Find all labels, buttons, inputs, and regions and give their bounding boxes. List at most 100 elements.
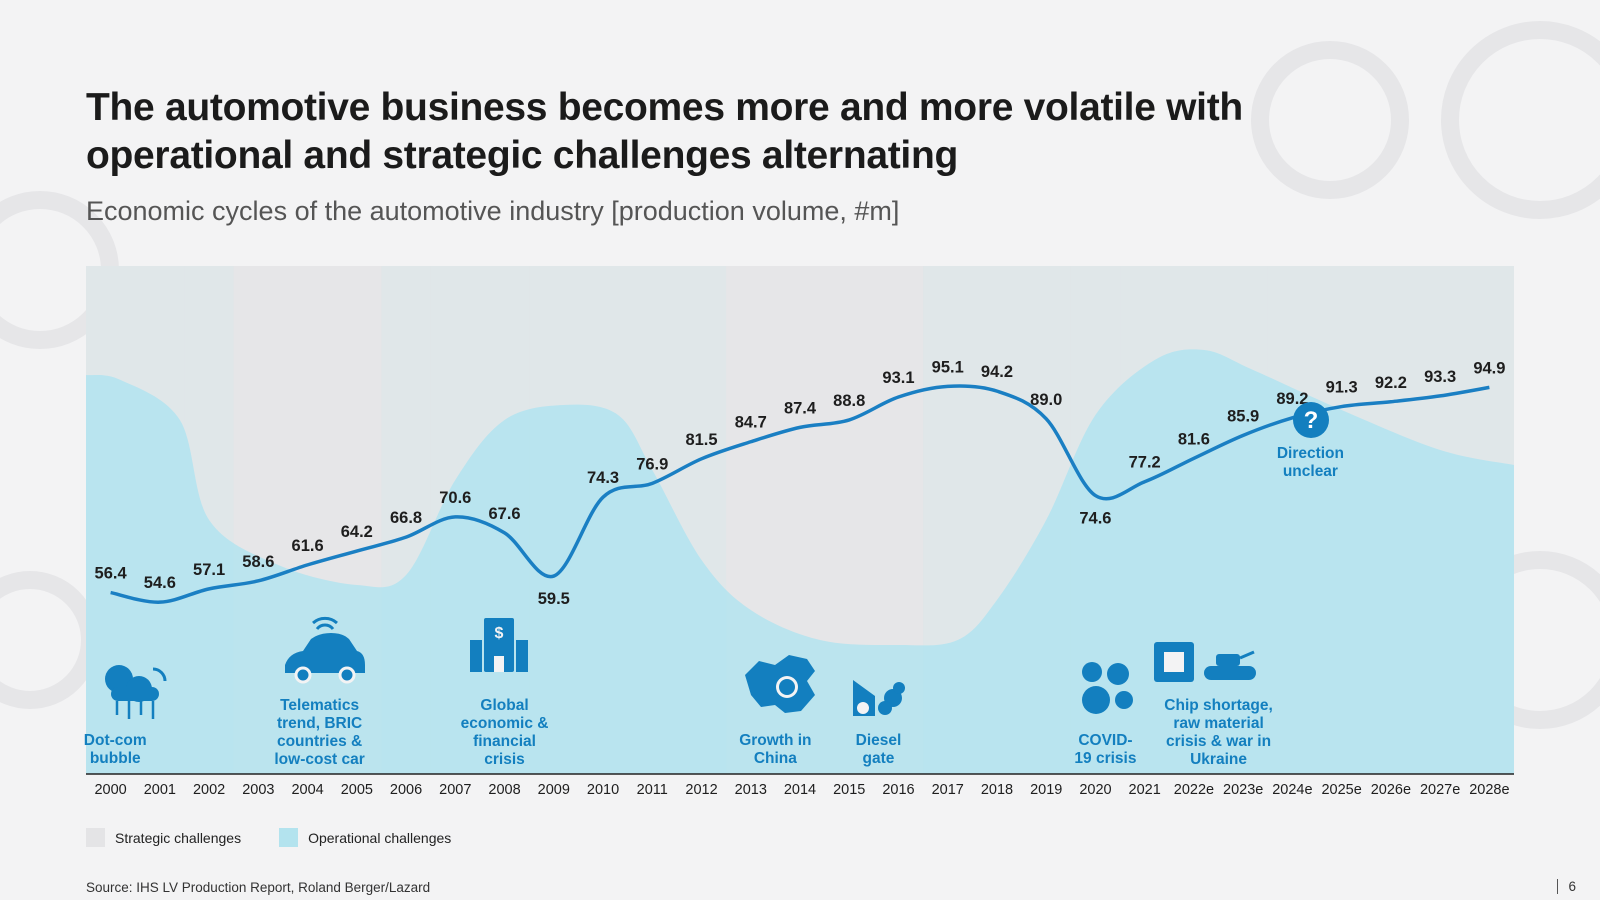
legend-item-operational: Operational challenges — [279, 828, 451, 847]
x-tick-label: 2011 — [637, 782, 668, 798]
legend-swatch-strategic — [86, 828, 105, 847]
x-tick-label: 2003 — [242, 782, 274, 798]
data-label: 58.6 — [242, 553, 274, 571]
x-tick-label: 2008 — [488, 782, 520, 798]
event-label-diesel: Diesel — [856, 732, 902, 749]
x-tick-label: 2028e — [1469, 782, 1509, 798]
virus-icon — [1082, 662, 1133, 714]
x-tick-label: 2018 — [981, 782, 1013, 798]
x-tick-label: 2015 — [833, 782, 865, 798]
data-label: 89.2 — [1276, 390, 1308, 408]
x-tick-label: 2025e — [1321, 782, 1361, 798]
data-label: 84.7 — [735, 414, 767, 432]
source-note: Source: IHS LV Production Report, Roland… — [86, 880, 431, 895]
x-tick-label: 2014 — [784, 782, 816, 798]
event-label-covid: 19 crisis — [1074, 750, 1136, 767]
data-label: 95.1 — [932, 358, 964, 376]
event-label-telematics: trend, BRIC — [277, 715, 362, 732]
data-label: 94.9 — [1473, 359, 1505, 377]
data-label: 57.1 — [193, 561, 225, 579]
data-label: 70.6 — [439, 489, 471, 507]
event-label-global: crisis — [484, 751, 525, 768]
legend-label-operational: Operational challenges — [308, 829, 452, 846]
question-icon: ? — [1293, 402, 1329, 438]
data-label: 91.3 — [1326, 379, 1358, 397]
x-tick-label: 2010 — [587, 782, 619, 798]
event-label-diesel: gate — [863, 750, 895, 767]
data-label: 81.5 — [685, 431, 717, 449]
chip-tank-icon — [1154, 642, 1256, 682]
event-label-chip: raw material — [1173, 715, 1263, 732]
x-tick-label: 2026e — [1371, 782, 1411, 798]
event-label-telematics: countries & — [277, 733, 362, 750]
data-label: 77.2 — [1129, 454, 1161, 472]
x-tick-label: 2006 — [390, 782, 422, 798]
legend-item-strategic: Strategic challenges — [86, 828, 241, 847]
x-tick-label: 2021 — [1129, 782, 1161, 798]
x-tick-label: 2012 — [685, 782, 717, 798]
x-tick-label: 2009 — [538, 782, 570, 798]
event-label-unclear: Direction — [1277, 445, 1344, 462]
event-label-covid: COVID- — [1078, 732, 1132, 749]
event-label-global: economic & — [461, 715, 549, 732]
x-tick-label: 2022e — [1174, 782, 1214, 798]
event-label-chip: Ukraine — [1190, 751, 1247, 768]
production-volume-line — [110, 384, 1490, 604]
data-label: 74.3 — [587, 469, 619, 487]
data-label: 74.6 — [1079, 510, 1111, 528]
svg-text:$: $ — [495, 625, 504, 642]
data-label: 64.2 — [341, 523, 373, 541]
china-map-icon — [745, 655, 815, 713]
event-label-china: China — [754, 750, 797, 767]
x-tick-label: 2027e — [1420, 782, 1460, 798]
x-tick-label: 2005 — [341, 782, 373, 798]
x-tick-label: 2023e — [1223, 782, 1263, 798]
data-label: 88.8 — [833, 392, 865, 410]
data-label: 61.6 — [292, 537, 324, 555]
x-tick-label: 2020 — [1079, 782, 1111, 798]
event-label-dotcom: bubble — [90, 750, 141, 767]
event-label-unclear: unclear — [1283, 463, 1338, 480]
event-label-dotcom: Dot-com — [84, 732, 147, 749]
x-tick-label: 2024e — [1272, 782, 1312, 798]
x-tick-label: 2017 — [932, 782, 964, 798]
page-number: 6 — [1557, 879, 1576, 894]
x-tick-label: 2001 — [144, 782, 176, 798]
x-tick-label: 2019 — [1030, 782, 1062, 798]
event-label-china: Growth in — [739, 732, 811, 749]
data-label: 93.1 — [882, 369, 914, 387]
data-label: 89.0 — [1030, 391, 1062, 409]
chart-subtitle: Economic cycles of the automotive indust… — [86, 196, 900, 226]
event-label-global: Global — [480, 697, 528, 714]
data-label: 85.9 — [1227, 407, 1259, 425]
data-label: 56.4 — [95, 565, 128, 583]
event-label-global: financial — [473, 733, 536, 750]
legend: Strategic challenges Operational challen… — [86, 828, 451, 847]
connected-car-icon — [285, 616, 365, 684]
x-tick-label: 2002 — [193, 782, 225, 798]
event-label-chip: Chip shortage, — [1164, 697, 1273, 714]
x-tick-label: 2000 — [94, 782, 126, 798]
data-label: 66.8 — [390, 509, 422, 527]
data-label: 93.3 — [1424, 368, 1456, 386]
event-label-telematics: low-cost car — [274, 751, 364, 768]
data-label: 87.4 — [784, 399, 817, 417]
legend-swatch-operational — [279, 828, 299, 847]
production-volume-chart: 56.4 54.6 57.1 58.6 61.6 64.2 66.8 70.6 67.6 59.5… — [84, 266, 1514, 798]
x-tick-label: 2013 — [735, 782, 767, 798]
data-label: 76.9 — [636, 455, 668, 473]
page-title: The automotive business becomes more and… — [86, 86, 1243, 177]
cloud-network-icon — [105, 665, 167, 719]
x-tick-label: 2016 — [882, 782, 914, 798]
legend-label-strategic: Strategic challenges — [115, 829, 242, 846]
event-label-telematics: Telematics — [280, 697, 359, 714]
data-labels: 56.4 54.6 57.1 58.6 61.6 64.2 66.8 70.6 67.6 59.5… — [95, 358, 1506, 608]
data-label: 59.5 — [538, 590, 570, 608]
data-label: 92.2 — [1375, 374, 1407, 392]
data-label: 54.6 — [144, 574, 176, 592]
bank-building-icon: $ — [470, 618, 528, 672]
data-label: 67.6 — [488, 505, 520, 523]
x-tick-label: 2004 — [291, 782, 323, 798]
exhaust-icon — [853, 680, 905, 716]
